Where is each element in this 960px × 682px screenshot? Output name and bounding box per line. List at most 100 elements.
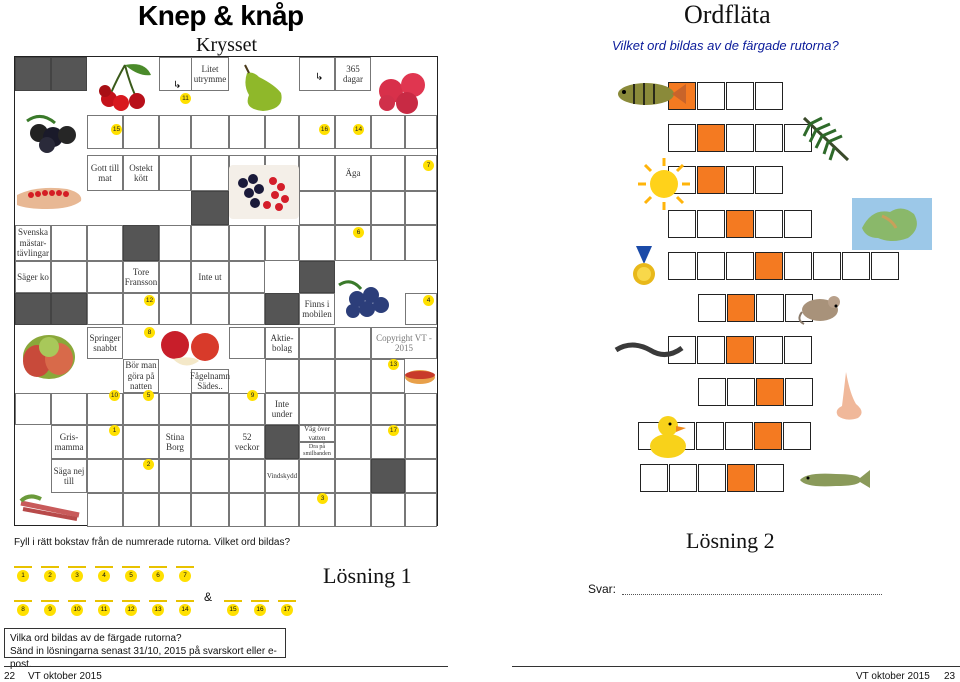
grid-cell[interactable] <box>299 359 335 393</box>
letter-box[interactable] <box>755 210 783 238</box>
answer-slot[interactable] <box>14 600 32 602</box>
answer-slot[interactable] <box>68 566 86 568</box>
highlighted-box[interactable] <box>726 210 754 238</box>
letter-box[interactable] <box>698 464 726 492</box>
letter-box[interactable] <box>784 252 812 280</box>
grid-cell[interactable] <box>335 393 371 425</box>
answer-slot[interactable] <box>176 566 194 568</box>
grid-cell[interactable] <box>299 191 335 225</box>
letter-box[interactable] <box>668 210 696 238</box>
grid-cell[interactable] <box>405 155 437 191</box>
answer-slot[interactable] <box>122 566 140 568</box>
grid-cell[interactable] <box>335 191 371 225</box>
grid-cell[interactable] <box>405 493 437 527</box>
grid-cell[interactable] <box>405 393 437 425</box>
grid-cell[interactable] <box>265 115 299 149</box>
letter-box[interactable] <box>755 336 783 364</box>
grid-cell[interactable] <box>191 225 229 261</box>
grid-cell[interactable] <box>159 493 191 527</box>
answer-slot[interactable] <box>149 600 167 602</box>
grid-cell[interactable] <box>265 225 299 261</box>
grid-cell[interactable] <box>335 327 371 359</box>
letter-box[interactable] <box>698 294 726 322</box>
grid-cell[interactable] <box>159 393 191 425</box>
grid-cell[interactable] <box>405 225 437 261</box>
answer-slot[interactable] <box>176 600 194 602</box>
grid-cell[interactable] <box>51 261 87 293</box>
grid-cell[interactable] <box>405 191 437 225</box>
highlighted-box[interactable] <box>697 166 725 194</box>
letter-box[interactable] <box>756 294 784 322</box>
grid-cell[interactable] <box>299 393 335 425</box>
grid-cell[interactable] <box>371 191 405 225</box>
grid-cell[interactable] <box>123 115 159 149</box>
highlighted-box[interactable] <box>754 422 782 450</box>
letter-box[interactable] <box>784 210 812 238</box>
letter-box[interactable] <box>725 422 753 450</box>
grid-cell[interactable] <box>123 493 159 527</box>
grid-cell[interactable] <box>51 393 87 425</box>
highlighted-box[interactable] <box>697 124 725 152</box>
answer-slot[interactable] <box>224 600 242 602</box>
letter-box[interactable] <box>755 124 783 152</box>
grid-cell[interactable] <box>87 459 123 493</box>
highlighted-box[interactable] <box>726 336 754 364</box>
grid-cell[interactable] <box>335 359 371 393</box>
answer-slot[interactable] <box>68 600 86 602</box>
answer-slot[interactable] <box>41 566 59 568</box>
grid-cell[interactable] <box>87 261 123 293</box>
grid-cell[interactable] <box>299 57 335 91</box>
grid-cell[interactable] <box>159 293 191 325</box>
answer-slot[interactable] <box>251 600 269 602</box>
grid-cell[interactable] <box>229 459 265 493</box>
letter-box[interactable] <box>669 464 697 492</box>
letter-box[interactable] <box>640 464 668 492</box>
grid-cell[interactable] <box>191 425 229 459</box>
grid-cell[interactable] <box>87 225 123 261</box>
grid-cell[interactable] <box>87 293 123 325</box>
grid-cell[interactable] <box>229 493 265 527</box>
letter-box[interactable] <box>813 252 841 280</box>
grid-cell[interactable] <box>371 493 405 527</box>
letter-box[interactable] <box>668 252 696 280</box>
highlighted-box[interactable] <box>727 464 755 492</box>
grid-cell[interactable] <box>299 459 335 493</box>
highlighted-box[interactable] <box>755 252 783 280</box>
grid-cell[interactable] <box>191 459 229 493</box>
grid-cell[interactable] <box>15 393 51 425</box>
grid-cell[interactable] <box>123 393 159 425</box>
grid-cell[interactable] <box>371 155 405 191</box>
grid-cell[interactable] <box>51 225 87 261</box>
grid-cell[interactable] <box>371 225 405 261</box>
grid-cell[interactable] <box>299 327 335 359</box>
grid-cell[interactable] <box>191 115 229 149</box>
grid-cell[interactable] <box>229 261 265 293</box>
answer-line[interactable] <box>622 594 882 595</box>
letter-box[interactable] <box>785 378 813 406</box>
grid-cell[interactable] <box>159 459 191 493</box>
answer-slot[interactable] <box>149 566 167 568</box>
letter-box[interactable] <box>842 252 870 280</box>
letter-box[interactable] <box>696 422 724 450</box>
letter-box[interactable] <box>697 210 725 238</box>
grid-cell[interactable] <box>229 327 265 359</box>
answer-slot[interactable] <box>95 566 113 568</box>
grid-cell[interactable] <box>335 459 371 493</box>
grid-cell[interactable] <box>87 493 123 527</box>
grid-cell[interactable] <box>371 115 405 149</box>
grid-cell[interactable] <box>191 493 229 527</box>
letter-box[interactable] <box>697 252 725 280</box>
letter-box[interactable] <box>697 82 725 110</box>
letter-box[interactable] <box>755 166 783 194</box>
grid-cell[interactable] <box>371 425 405 459</box>
letter-box[interactable] <box>726 166 754 194</box>
letter-box[interactable] <box>783 422 811 450</box>
answer-slot[interactable] <box>41 600 59 602</box>
grid-cell[interactable] <box>405 459 437 493</box>
grid-cell[interactable] <box>159 115 191 149</box>
grid-cell[interactable] <box>159 225 191 261</box>
letter-box[interactable] <box>727 378 755 406</box>
grid-cell[interactable] <box>123 425 159 459</box>
letter-box[interactable] <box>784 336 812 364</box>
highlighted-box[interactable] <box>756 378 784 406</box>
